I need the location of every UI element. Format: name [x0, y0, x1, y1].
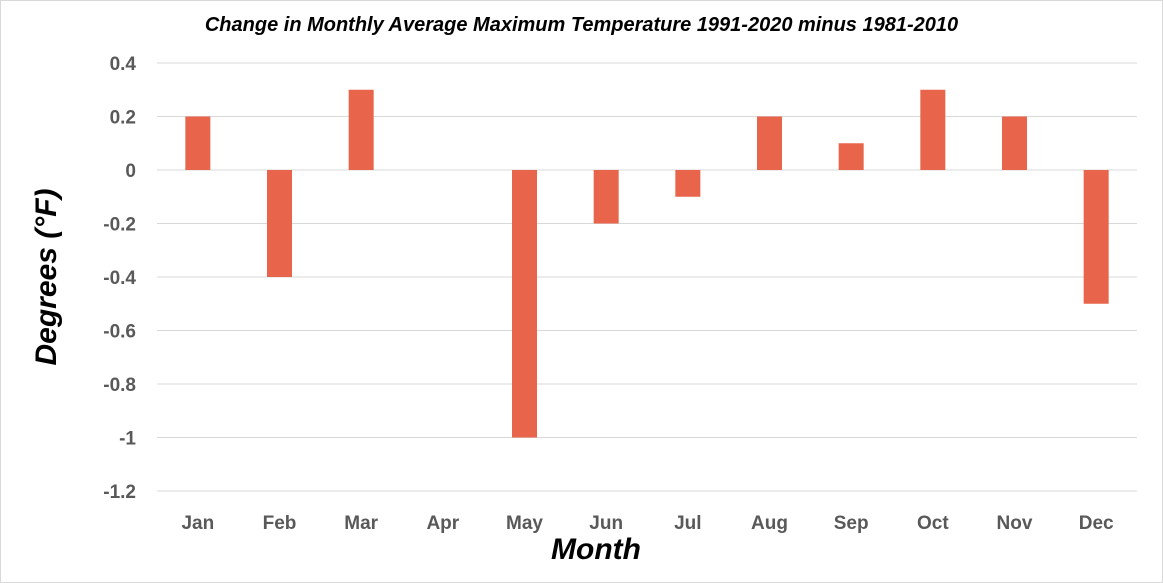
x-tick-label: Jun	[589, 513, 623, 534]
x-tick-label: Sep	[834, 513, 869, 534]
y-tick-label: 0.4	[110, 54, 137, 75]
bar-jun	[593, 170, 619, 224]
x-tick-label: Dec	[1079, 513, 1114, 534]
y-tick-label: -1.2	[103, 482, 136, 503]
x-tick-label: Mar	[344, 513, 378, 534]
bar-may	[512, 170, 537, 438]
bar-oct	[920, 89, 946, 170]
x-tick-label: Aug	[751, 513, 788, 534]
bar-mar	[348, 89, 374, 170]
x-tick-label: Jul	[674, 513, 701, 534]
x-tick-label: Feb	[263, 513, 297, 534]
bar-nov	[1002, 116, 1027, 170]
chart-title: Change in Monthly Average Maximum Temper…	[204, 14, 959, 36]
bar-feb	[267, 170, 292, 277]
y-tick-label: -0.2	[103, 215, 136, 236]
x-tick-label: Nov	[997, 513, 1033, 534]
y-tick-label: -1	[119, 429, 136, 450]
bar-jan	[185, 116, 211, 170]
x-tick-label: Oct	[917, 513, 949, 534]
y-tick-label: -0.4	[103, 268, 136, 289]
bar-dec	[1083, 170, 1109, 304]
y-tick-label: -0.6	[103, 322, 136, 343]
bar-aug	[757, 116, 782, 170]
x-tick-label: Apr	[426, 513, 459, 534]
bar-sep	[838, 143, 864, 170]
x-tick-label: Jan	[181, 513, 214, 534]
y-tick-label: 0.2	[110, 108, 136, 129]
y-tick-label: -0.8	[103, 375, 136, 396]
x-tick-label: May	[506, 513, 543, 534]
y-tick-label: 0	[125, 161, 136, 182]
x-axis-label: Month	[551, 533, 641, 566]
bar-jul	[675, 170, 701, 197]
